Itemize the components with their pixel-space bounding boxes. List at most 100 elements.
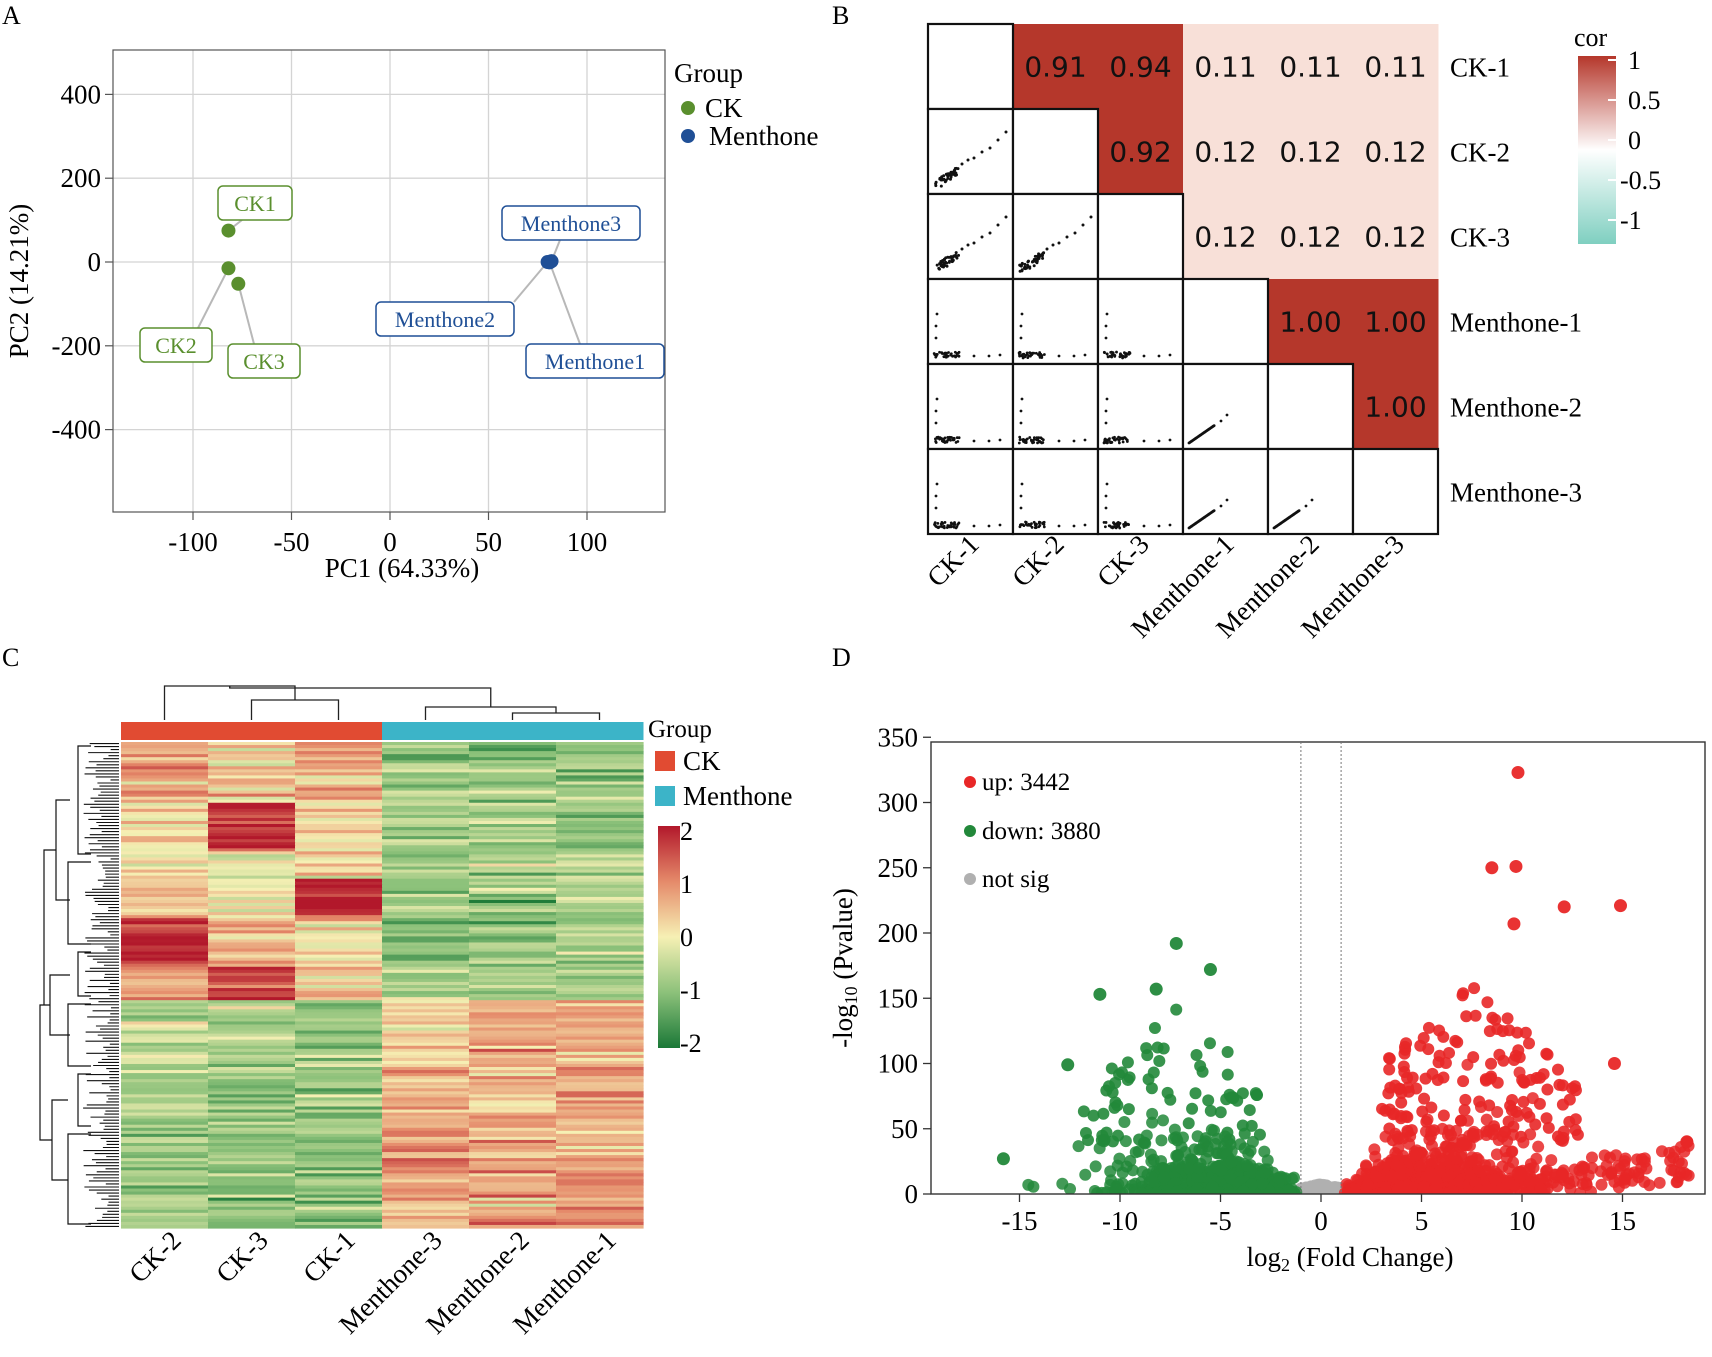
heatmap-cell (556, 981, 644, 986)
heatmap-cell (208, 1152, 296, 1156)
volcano-plot-frame (930, 741, 1706, 1195)
heatmap-cell (121, 981, 209, 986)
heatmap-row-dendrogram (39, 742, 119, 1228)
heatmap-cell (382, 1042, 470, 1047)
scatter-dot (1122, 525, 1126, 528)
volcano-point-up (1411, 1147, 1424, 1160)
heatmap-cell (382, 1045, 470, 1050)
heatmap-cell (382, 887, 470, 892)
volcano-point-up (1585, 1151, 1598, 1164)
volcano-point-up (1417, 1032, 1430, 1045)
heatmap-cell (382, 878, 470, 883)
correlation-diagonal-cell (926, 22, 1015, 111)
scatter-dot (934, 409, 938, 413)
scatter-dot (936, 436, 939, 440)
heatmap-cell (121, 875, 209, 880)
heatmap-legend: Group CK Menthone 210-1-2 (648, 716, 792, 1058)
heatmap-cell (556, 997, 644, 1001)
heatmap-cell (469, 994, 557, 998)
heatmap-cell (469, 1224, 557, 1229)
dendrogram-branch (229, 686, 492, 707)
correlation-value: 1.00 (1364, 306, 1426, 339)
pca-point-label-box (525, 343, 665, 379)
heatmap-cell (295, 1088, 383, 1092)
heatmap-cell (121, 802, 209, 807)
heatmap-cell (121, 939, 209, 944)
heatmap-cell (295, 1024, 383, 1029)
heatmap-cell (121, 1106, 209, 1111)
heatmap-cell (382, 994, 470, 998)
scatter-dot (972, 524, 976, 528)
heatmap-cell (295, 1085, 383, 1089)
pca-x-label: PC1 (64.33%) (325, 553, 480, 583)
heatmap-cell (295, 1091, 383, 1095)
heatmap-cell (208, 890, 296, 895)
heatmap-cell (556, 808, 644, 813)
heatmap-cell (382, 1197, 470, 1202)
volcano-point-up (1491, 1106, 1504, 1119)
heatmap-cell (121, 1130, 209, 1135)
scatter-dot (1019, 324, 1023, 328)
heatmap-cell (121, 1212, 209, 1217)
heatmap-cell (121, 742, 209, 746)
heatmap-cell (469, 1158, 557, 1162)
heatmap-cell (295, 1112, 383, 1117)
heatmap-cell (469, 824, 557, 828)
heatmap-cell (382, 808, 470, 813)
heatmap-cell (121, 1070, 209, 1074)
scatter-dot (952, 438, 956, 442)
scatter-dot (940, 524, 943, 528)
scatter-dot (1021, 438, 1025, 441)
heatmap-cell (208, 836, 296, 840)
heatmap-cell (469, 972, 557, 977)
heatmap-cell (121, 942, 209, 947)
heatmap-cell (208, 1167, 296, 1171)
scatter-dot (1113, 525, 1117, 529)
heatmap-cell (208, 845, 296, 849)
heatmap-cell (469, 1091, 557, 1095)
scatter-dot (949, 175, 953, 179)
heatmap-cell (382, 1149, 470, 1153)
heatmap-legend-ck-swatch (655, 751, 675, 771)
heatmap-cell (469, 1027, 557, 1032)
heatmap-cell (469, 1133, 557, 1138)
heatmap-cell (295, 1009, 383, 1013)
heatmap-cell (382, 906, 470, 910)
scatter-dot (938, 350, 941, 354)
heatmap-cell (556, 836, 644, 840)
heatmap-cell (556, 890, 644, 895)
heatmap-cell (295, 842, 383, 846)
heatmap-cell (295, 763, 383, 767)
volcano-point-up (1619, 1172, 1632, 1185)
heatmap-cell (469, 1136, 557, 1141)
heatmap-cell (295, 1124, 383, 1129)
heatmap-cell (382, 948, 470, 953)
heatmap-cell (208, 1118, 296, 1123)
heatmap-cell (295, 1060, 383, 1065)
correlation-value: 0.92 (1109, 136, 1171, 169)
scatter-dot (1028, 436, 1032, 439)
heatmap-cell (121, 811, 209, 816)
scatter-dot (934, 506, 938, 510)
heatmap-cell (382, 742, 470, 746)
heatmap-cell (121, 978, 209, 983)
heatmap-cell (208, 887, 296, 892)
dendrogram-branch (250, 699, 340, 720)
heatmap-cell (121, 1173, 209, 1177)
heatmap-cell (382, 881, 470, 886)
heatmap-cell (556, 930, 644, 934)
scatter-dot (947, 255, 951, 259)
heatmap-cell (469, 924, 557, 928)
heatmap-cell (556, 1218, 644, 1223)
heatmap-cell (556, 784, 644, 789)
heatmap-cell (469, 1021, 557, 1026)
heatmap-cell (469, 893, 557, 898)
scatter-dot (1109, 440, 1113, 444)
heatmap-cell (208, 1142, 296, 1147)
volcano-point-up (1541, 1048, 1554, 1061)
heatmap-cell (208, 1218, 296, 1223)
volcano-point-down (1124, 1154, 1137, 1167)
heatmap-cell (469, 969, 557, 974)
volcano-point-down (996, 1152, 1010, 1166)
heatmap-cell (469, 1149, 557, 1153)
